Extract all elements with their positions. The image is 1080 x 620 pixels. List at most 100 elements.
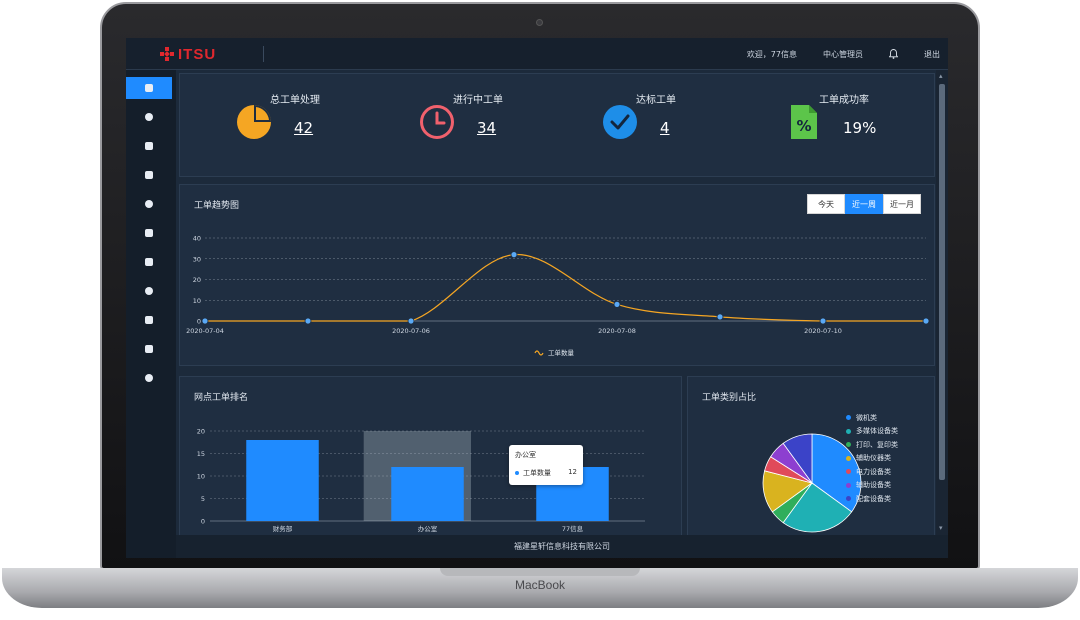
tooltip-row: 工单数量 12	[515, 468, 577, 478]
x-tick-label: 财务部	[273, 524, 293, 533]
tooltip-label: 工单数量	[523, 469, 551, 477]
stat-success-rate: % 工单成功率 19%	[729, 74, 909, 178]
data-point	[716, 313, 724, 321]
top-right-menu: 欢迎，77信息 中心管理员 退出	[721, 38, 940, 70]
divider	[263, 46, 264, 62]
legend-item[interactable]: 微机类	[846, 411, 898, 425]
legend-label: 辅助仪器类	[856, 454, 891, 463]
logo-text: ITSU	[178, 45, 217, 63]
range-today-button[interactable]: 今天	[807, 194, 845, 214]
screen: ITSU 欢迎，77信息 中心管理员 退出	[126, 38, 948, 558]
pie-panel: 工单类别占比 微机类 多媒体设备类 打印、复印类 辅助仪器类 电力设备类 辅助设备类 配套设…	[687, 376, 935, 536]
legend-swatch	[846, 496, 851, 502]
sidebar-item-11[interactable]	[126, 367, 172, 389]
sidebar-item-7[interactable]	[126, 251, 172, 273]
grid-icon	[145, 345, 153, 353]
sidebar-item-3[interactable]	[126, 135, 172, 157]
pie-legend: 微机类多媒体设备类 打印、复印类辅助仪器类电力设备类辅助设备类配套设备类	[846, 411, 898, 506]
share-icon	[145, 374, 153, 382]
legend-item[interactable]: 多媒体设备类	[846, 425, 898, 439]
legend-label: 工单数量	[548, 348, 575, 357]
user-icon	[145, 200, 153, 208]
legend-item[interactable]: 配套设备类	[846, 492, 898, 506]
sidebar-item-10[interactable]	[126, 338, 172, 360]
stat-value: 19%	[843, 119, 877, 137]
pie-chart-icon	[237, 105, 271, 139]
range-month-button[interactable]: 近一月	[883, 194, 921, 214]
legend-swatch	[846, 482, 851, 488]
y-tick-label: 5	[201, 495, 205, 503]
data-point	[407, 317, 415, 325]
x-tick-label: 2020-07-10	[804, 327, 842, 335]
legend-label: 电力设备类	[856, 467, 891, 476]
x-tick-label: 办公室	[418, 524, 438, 533]
sidebar-item-5[interactable]	[126, 193, 172, 215]
legend-swatch	[846, 442, 851, 448]
y-tick-label: 10	[193, 297, 201, 305]
legend-item[interactable]: 打印、复印类	[846, 438, 898, 452]
category-pie-chart	[762, 433, 862, 533]
clock-icon	[420, 105, 454, 139]
legend-label: 辅助设备类	[856, 481, 891, 490]
monitor-icon	[145, 142, 153, 150]
y-tick-label: 10	[197, 473, 205, 481]
sidebar-item-4[interactable]	[126, 164, 172, 186]
welcome-text: 欢迎，77信息	[746, 49, 797, 59]
trend-panel: 工单趋势图 今天 近一周 近一月 0 10 20 30 40 2020-07-04 2020…	[179, 184, 935, 366]
svg-text:%: %	[796, 117, 811, 135]
legend-label: 微机类	[856, 413, 877, 422]
data-point	[922, 317, 930, 325]
legend-swatch	[846, 455, 851, 461]
stat-title: 进行中工单	[453, 95, 503, 106]
x-tick-label: 2020-07-06	[392, 327, 430, 335]
bell-icon[interactable]	[889, 49, 898, 59]
bar	[246, 440, 319, 521]
scrollbar[interactable]: ▴ ▾	[936, 70, 948, 535]
tooltip-series: 工单数量	[515, 468, 551, 478]
camera	[536, 19, 543, 26]
sidebar-item-9[interactable]	[126, 309, 172, 331]
logout-link[interactable]: 退出	[924, 49, 940, 59]
y-tick-label: 15	[197, 450, 205, 458]
sidebar-item-1[interactable]	[126, 77, 172, 99]
tooltip-value: 12	[568, 468, 577, 476]
y-tick-label: 0	[201, 518, 205, 526]
scroll-thumb[interactable]	[939, 84, 945, 480]
stat-title: 总工单处理	[270, 95, 320, 106]
pie-slice	[782, 482, 853, 533]
stat-total: 总工单处理 42	[180, 74, 360, 178]
sidebar-item-6[interactable]	[126, 222, 172, 244]
legend-item[interactable]: 辅助设备类	[846, 479, 898, 493]
scroll-up-icon[interactable]: ▴	[939, 72, 943, 80]
sidebar-item-2[interactable]	[126, 106, 172, 128]
stat-value[interactable]: 4	[660, 119, 670, 137]
x-tick-label: 77信息	[562, 524, 584, 533]
rank-title: 网点工单排名	[194, 393, 249, 403]
range-week-button[interactable]: 近一周	[845, 194, 883, 214]
x-tick-label: 2020-07-04	[186, 327, 224, 335]
device-label: MacBook	[514, 578, 566, 592]
bar	[391, 467, 464, 521]
scroll-down-icon[interactable]: ▾	[939, 524, 943, 532]
stat-value[interactable]: 34	[477, 119, 497, 137]
logo[interactable]: ITSU	[160, 44, 216, 64]
sidebar-item-8[interactable]	[126, 280, 172, 302]
role-text[interactable]: 中心管理员	[823, 49, 863, 59]
y-tick-label: 40	[193, 235, 201, 243]
legend-item[interactable]: 辅助仪器类	[846, 452, 898, 466]
main-content: 总工单处理 42 进行中工单 34 达标工单	[176, 70, 936, 536]
stat-value[interactable]: 42	[294, 119, 314, 137]
x-tick-label: 2020-07-08	[598, 327, 636, 335]
data-point	[510, 251, 518, 258]
legend-item[interactable]: 电力设备类	[846, 465, 898, 479]
logo-mark-icon	[160, 47, 174, 61]
top-bar: ITSU 欢迎，77信息 中心管理员 退出	[126, 38, 948, 70]
stat-title: 工单成功率	[819, 95, 869, 106]
data-point	[819, 317, 827, 325]
legend-swatch	[846, 428, 851, 434]
company-name: 福建星轩信息科技有限公司	[514, 542, 610, 551]
percent-icon: %	[791, 105, 817, 139]
legend-swatch	[846, 415, 851, 421]
series-line	[205, 253, 926, 322]
